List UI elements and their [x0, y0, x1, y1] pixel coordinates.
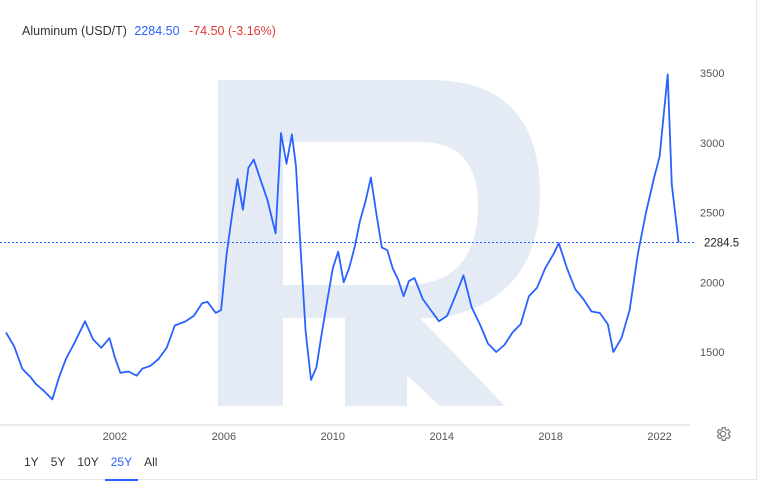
range-1y-button[interactable]: 1Y — [24, 455, 39, 469]
y-tick-label: 3000 — [700, 138, 724, 150]
current-price-label: 2284.5 — [697, 233, 753, 252]
watermark-bowl — [283, 80, 540, 318]
range-5y-button[interactable]: 5Y — [50, 455, 66, 469]
watermark-foot — [345, 318, 407, 406]
y-tick-label: 3500 — [700, 68, 724, 80]
x-tick-label: 2002 — [103, 431, 127, 443]
x-tick-label: 2010 — [321, 431, 345, 443]
range-10y-button[interactable]: 10Y — [77, 455, 99, 469]
gear-icon[interactable] — [714, 425, 732, 443]
y-axis: 1500 2000 2500 3000 3500 — [700, 68, 724, 359]
y-tick-label: 2500 — [700, 208, 724, 220]
x-tick-label: 2022 — [647, 431, 671, 443]
series-line — [5, 73, 680, 401]
y-tick-label: 2000 — [700, 277, 724, 289]
current-price-text: 2284.5 — [704, 238, 739, 250]
instrument-name: Aluminum (USD/T) — [22, 24, 127, 38]
current-price-tag-bg — [697, 233, 753, 252]
x-tick-label: 2006 — [212, 431, 236, 443]
watermark-logo — [218, 80, 540, 406]
x-tick-label: 2018 — [538, 431, 562, 443]
x-axis: 2002 2006 2010 2014 2018 2022 — [103, 431, 672, 443]
chart-header: Aluminum (USD/T) 2284.50 -74.50 (-3.16%) — [22, 24, 276, 38]
y-tick-label: 1500 — [700, 347, 724, 359]
x-tick-label: 2014 — [429, 431, 453, 443]
range-selector: 1Y 5Y 10Y 25Y All — [18, 453, 163, 481]
price-change: -74.50 (-3.16%) — [189, 24, 276, 38]
range-25y-button[interactable]: 25Y — [104, 453, 139, 481]
range-all-button[interactable]: All — [144, 455, 158, 469]
last-price: 2284.50 — [134, 24, 180, 38]
plot-area[interactable] — [5, 73, 680, 401]
